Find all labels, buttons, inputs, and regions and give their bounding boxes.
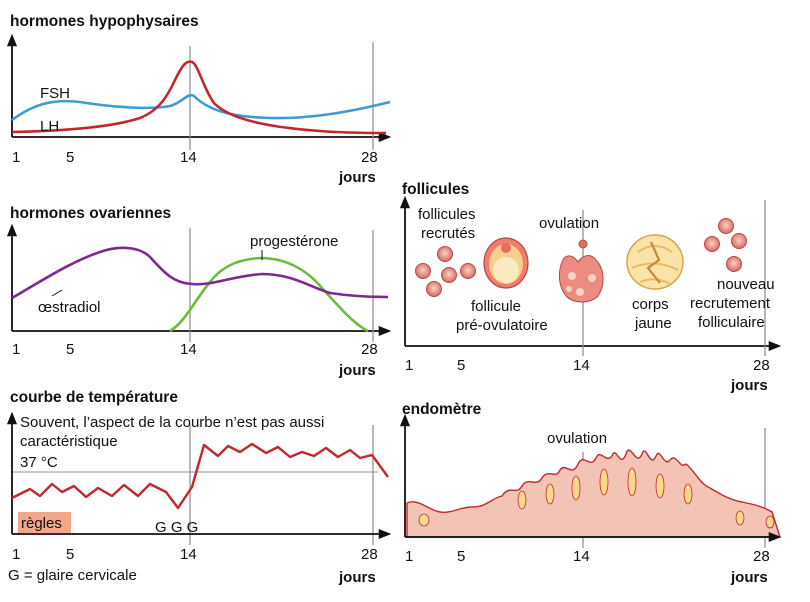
tick-28: 28 [753,357,770,374]
oestradiol-label: œstradiol [38,299,101,316]
temperature-curve [11,442,389,510]
panel-title: hormones hypophysaires [10,13,199,30]
tick-28: 28 [753,548,770,565]
ovulation-label: ovulation [547,430,607,447]
panel-hormones-ovariennes: hormones ovariennes progestérone œstradi… [6,205,392,379]
preovulatoire-label-2: pré-ovulatoire [456,317,548,334]
new-recruitment-illustration [704,218,747,272]
recruited-follicles-illustration [415,246,476,297]
tick-1: 1 [405,357,413,374]
temperature-note: Souvent, l’aspect de la courbe n’est pas… [20,414,324,431]
tick-14: 14 [573,548,590,565]
axis-unit: jours [338,569,376,586]
tick-28: 28 [361,341,378,358]
oestradiol-curve [11,246,389,300]
tick-14: 14 [180,546,197,563]
tick-1: 1 [12,149,20,166]
panel-hormones-hypophysaires: hormones hypophysaires FSH LH 1 5 14 28 … [6,13,392,186]
glaire-legend: G = glaire cervicale [8,567,137,584]
regles-band [18,512,71,533]
panel-title: hormones ovariennes [10,205,171,222]
glaire-marks: G G G [155,519,198,536]
lh-label: LH [40,118,59,135]
temperature-note-line2: caractéristique [20,433,118,450]
lh-curve [11,60,387,135]
axis-unit: jours [730,377,768,394]
tick-5: 5 [457,357,465,374]
endometrium-layer [406,449,781,538]
tick-5: 5 [66,546,74,563]
preovulatoire-label-1: follicule [471,298,521,315]
tick-14: 14 [573,357,590,374]
progesterone-curve [169,256,369,333]
ovulation-label: ovulation [539,215,599,232]
endometrium-glands [418,467,775,529]
regles-label: règles [21,515,62,532]
tick-5: 5 [457,548,465,565]
fsh-label: FSH [40,85,70,102]
tick-5: 5 [66,341,74,358]
tick-14: 14 [180,341,197,358]
fsh-curve [11,93,391,122]
ovulation-illustration [558,239,604,303]
nouveau-label-3: folliculaire [698,314,765,331]
tick-14: 14 [180,149,197,166]
corps-jaune-label-1: corps [632,296,669,313]
tick-1: 1 [12,341,20,358]
axis-unit: jours [338,362,376,379]
tick-28: 28 [361,149,378,166]
preovulatory-follicle-illustration [483,237,529,289]
follicules-recrutes-label-1: follicules [418,206,476,223]
panel-follicules: follicules [399,181,782,394]
panel-title: follicules [402,181,469,198]
oestradiol-leader [51,289,63,297]
tick-28: 28 [361,546,378,563]
tick-1: 1 [12,546,20,563]
nouveau-label-1: nouveau [717,276,775,293]
follicules-recrutes-label-2: recrutés [421,225,475,242]
panel-title: courbe de température [10,389,178,406]
panel-endometre: endomètre ovulation 1 5 14 28 jours [399,401,782,586]
nouveau-label-2: recrutement [690,295,771,312]
tick-5: 5 [66,149,74,166]
axis-unit: jours [338,169,376,186]
tick-1: 1 [405,548,413,565]
panel-courbe-temperature: courbe de température Souvent, l’aspect … [6,389,392,586]
panel-title: endomètre [402,401,482,418]
progesterone-label: progestérone [250,233,338,250]
axis-unit: jours [730,569,768,586]
reference-37-label: 37 °C [20,454,58,471]
corps-jaune-label-2: jaune [634,315,672,332]
corps-jaune-illustration [626,234,684,290]
